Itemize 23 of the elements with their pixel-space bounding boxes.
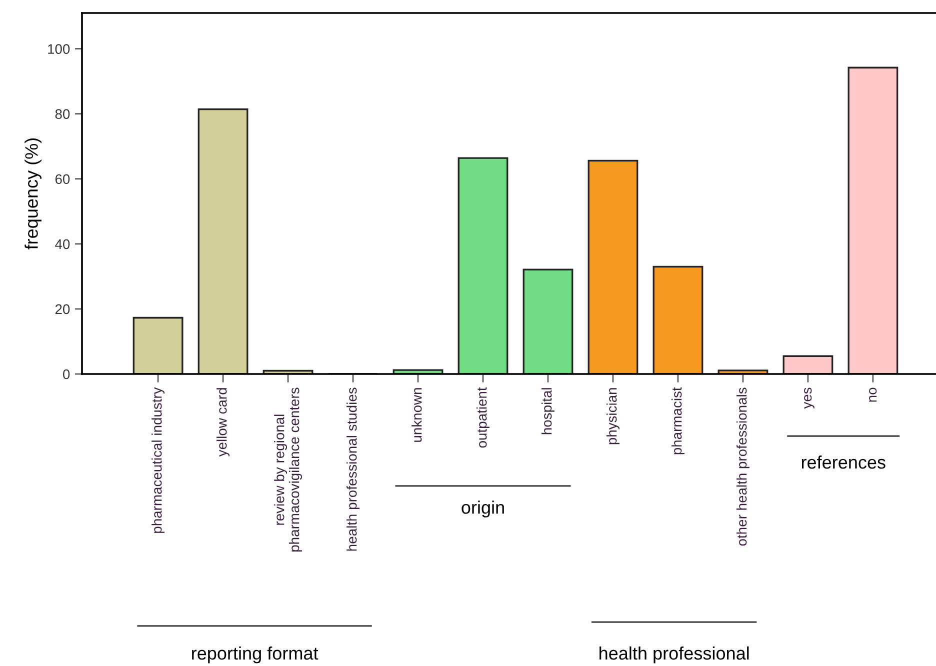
y-tick-label: 20: [55, 304, 70, 314]
y-tick-label: 40: [55, 239, 70, 250]
x-tick-label: health professional studies: [346, 388, 360, 551]
y-tick-label: 100: [48, 44, 70, 54]
x-tick-label: outpatient: [476, 387, 490, 448]
y-axis-title: frequency (%): [24, 138, 42, 250]
x-tick-label: other health professionals: [736, 388, 750, 546]
x-tick-label: no: [869, 388, 877, 402]
text: health professional: [600, 646, 749, 664]
y-tick-label: 0: [63, 369, 70, 380]
x-tick-label: yellow card: [216, 388, 230, 457]
x-tick-label: hospital: [542, 388, 554, 434]
x-tick-label: physician: [606, 388, 620, 444]
x-tick-label: pharmaceutical industry: [152, 387, 165, 533]
x-tick-label: review by regional pharmacovigilance centers: [274, 388, 302, 552]
text: reporting format: [192, 646, 318, 664]
text: origin: [462, 500, 504, 518]
y-tick-label: 80: [55, 109, 70, 119]
y-tick-label: 60: [55, 174, 70, 184]
text: references: [802, 455, 886, 469]
x-tick-label: unknown: [412, 388, 422, 442]
x-tick-label: pharmacist: [672, 387, 684, 454]
x-tick-label: yes: [804, 388, 814, 409]
